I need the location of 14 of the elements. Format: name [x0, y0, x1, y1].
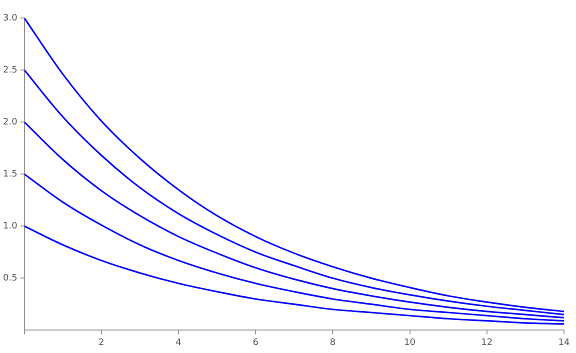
- x-tick-label: 2: [98, 338, 104, 348]
- y-tick-label: 2.5: [2, 65, 18, 76]
- x-tick-label: 8: [330, 338, 336, 348]
- x-tick-label: 6: [252, 338, 259, 348]
- x-tick-label: 10: [404, 338, 416, 348]
- x-tick-label: 12: [481, 338, 493, 348]
- y-tick-label: 1.5: [2, 169, 18, 180]
- x-tick-label: 14: [558, 338, 570, 348]
- y-tick-label: 1.0: [2, 221, 18, 232]
- y-tick-label: 2.0: [2, 117, 18, 128]
- y-tick-label: 3.0: [2, 13, 18, 24]
- x-tick-label: 4: [176, 338, 182, 348]
- y-tick-label: 0.5: [2, 274, 18, 284]
- line-series: [24, 18, 564, 312]
